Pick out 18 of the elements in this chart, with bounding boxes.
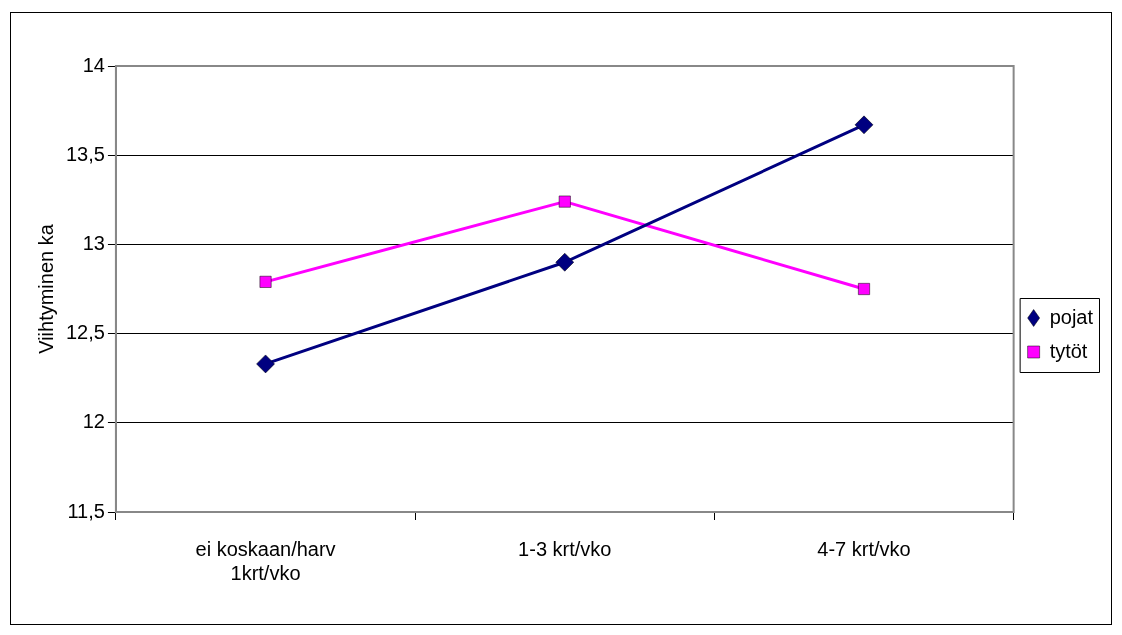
y-tick-label: 12	[82, 410, 105, 433]
point	[256, 354, 275, 374]
point	[555, 252, 575, 272]
y-tick-label: 13	[82, 231, 105, 254]
x-tick-label: 1-3 krt/vko	[518, 537, 612, 560]
point	[558, 195, 571, 208]
x-tick-label: ei koskaan/harv 1krt/vko	[195, 537, 336, 584]
y-tick-label: 12,5	[65, 321, 105, 344]
y-tick-label: 14	[82, 53, 105, 76]
y-tick-label: 13,5	[65, 142, 105, 165]
point	[854, 115, 874, 135]
legend-label: pojat	[1049, 305, 1094, 328]
y-axis-title: Viihtyminen ka	[34, 223, 57, 354]
legend-label: tytöt	[1049, 339, 1088, 362]
point	[858, 283, 870, 295]
point	[259, 275, 272, 288]
x-tick-label: 4-7 krt/vko	[817, 537, 911, 560]
y-tick-label: 11,5	[67, 499, 105, 522]
